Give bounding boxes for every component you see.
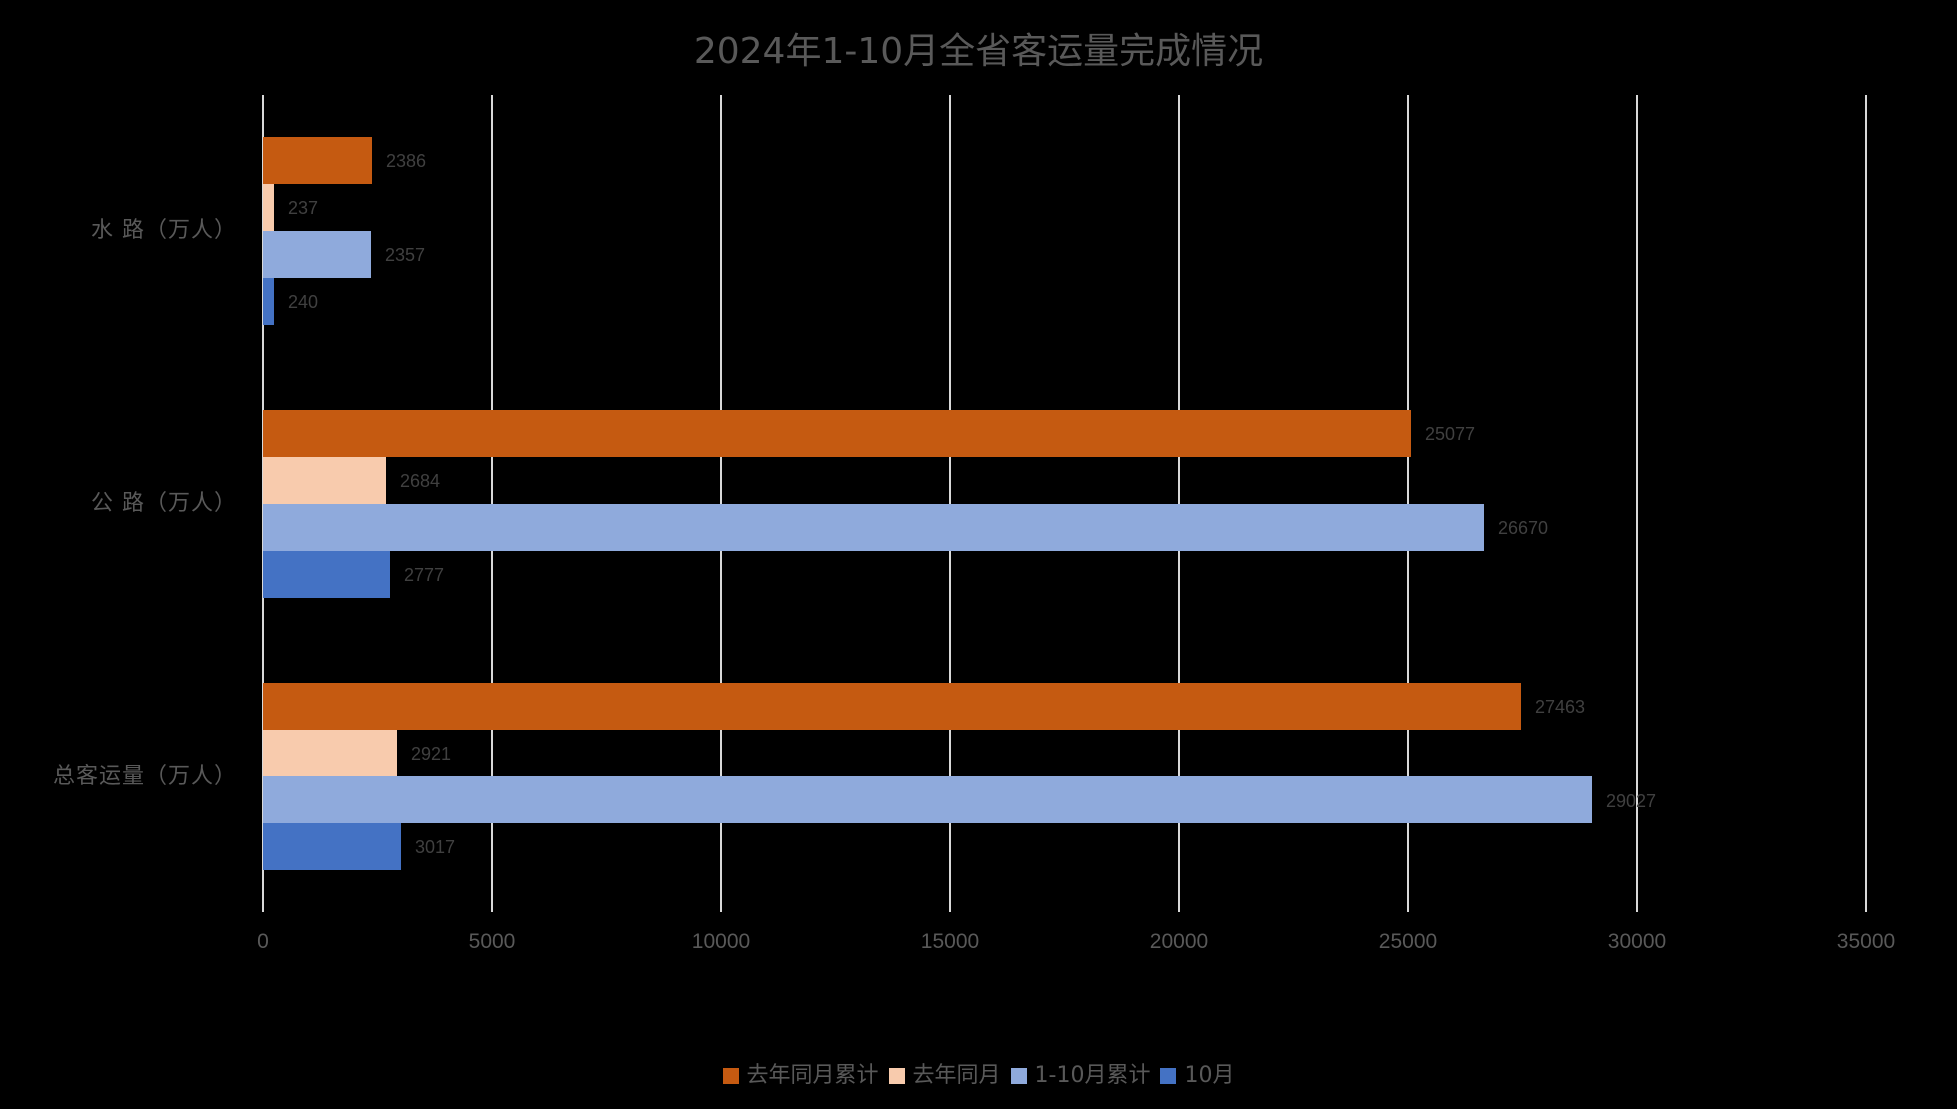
bar-water-last-year-cumulative[interactable] <box>263 137 372 184</box>
legend-label: 10月 <box>1184 1063 1235 1088</box>
legend-item-last-year-cumulative[interactable]: 去年同月累计 <box>722 1060 879 1092</box>
x-tick-label: 0 <box>257 930 269 953</box>
x-tick-label: 5000 <box>468 930 516 953</box>
legend-swatch-icon <box>1010 1068 1027 1084</box>
bar-total-last-year-month[interactable] <box>263 730 397 777</box>
gridline-10000 <box>720 95 722 912</box>
data-label: 2921 <box>411 744 452 764</box>
legend-label: 去年同月累计 <box>746 1063 879 1088</box>
legend-label: 去年同月 <box>912 1063 1001 1088</box>
bar-water-october[interactable] <box>263 278 274 325</box>
chart-title: 2024年1-10月全省客运量完成情况 <box>693 31 1264 72</box>
legend-swatch-icon <box>888 1068 905 1084</box>
bar-total-ytd-cumulative[interactable] <box>263 776 1592 823</box>
plot-area: 2386 237 2357 240 25077 2684 26670 2777 … <box>262 95 1867 912</box>
x-tick-label: 35000 <box>1836 930 1896 953</box>
x-tick-label: 15000 <box>920 930 980 953</box>
data-label: 26670 <box>1498 518 1549 538</box>
bar-road-last-year-month[interactable] <box>263 457 386 504</box>
data-label: 3017 <box>415 837 456 857</box>
gridline-20000 <box>1178 95 1180 912</box>
data-label: 2777 <box>404 565 445 585</box>
bar-water-last-year-month[interactable] <box>263 184 274 231</box>
category-label-road: 公 路（万人） <box>91 491 237 516</box>
gridline-15000 <box>949 95 951 912</box>
data-label: 240 <box>288 292 319 312</box>
data-label: 2357 <box>385 245 426 265</box>
legend-swatch-icon <box>722 1068 739 1084</box>
legend-label: 1-10月累计 <box>1034 1063 1151 1088</box>
x-tick-label: 30000 <box>1607 930 1667 953</box>
legend-item-ytd-cumulative[interactable]: 1-10月累计 <box>1010 1060 1151 1092</box>
bar-road-ytd-cumulative[interactable] <box>263 504 1484 551</box>
x-tick-label: 25000 <box>1378 930 1438 953</box>
gridline-25000 <box>1407 95 1409 912</box>
legend-swatch-icon <box>1160 1068 1177 1084</box>
data-label: 2684 <box>400 471 441 491</box>
bar-total-october[interactable] <box>263 823 401 870</box>
data-label: 27463 <box>1535 697 1586 717</box>
bar-road-last-year-cumulative[interactable] <box>263 410 1411 457</box>
legend-item-october[interactable]: 10月 <box>1160 1060 1234 1092</box>
data-label: 237 <box>288 198 319 218</box>
gridline-35000 <box>1865 95 1867 912</box>
legend-item-last-year-month[interactable]: 去年同月 <box>888 1060 1001 1092</box>
gridline-5000 <box>491 95 493 912</box>
gridline-30000 <box>1636 95 1638 912</box>
x-tick-label: 10000 <box>691 930 751 953</box>
bar-total-last-year-cumulative[interactable] <box>263 683 1521 730</box>
bar-water-ytd-cumulative[interactable] <box>263 231 371 278</box>
data-label: 2386 <box>386 151 427 171</box>
data-label: 25077 <box>1425 424 1476 444</box>
category-label-total: 总客运量（万人） <box>52 764 237 789</box>
x-tick-label: 20000 <box>1149 930 1209 953</box>
bar-road-october[interactable] <box>263 551 390 598</box>
legend: 去年同月累计 去年同月 1-10月累计 10月 <box>0 1060 1957 1092</box>
data-label: 29027 <box>1606 791 1657 811</box>
category-label-water: 水 路（万人） <box>91 218 237 243</box>
